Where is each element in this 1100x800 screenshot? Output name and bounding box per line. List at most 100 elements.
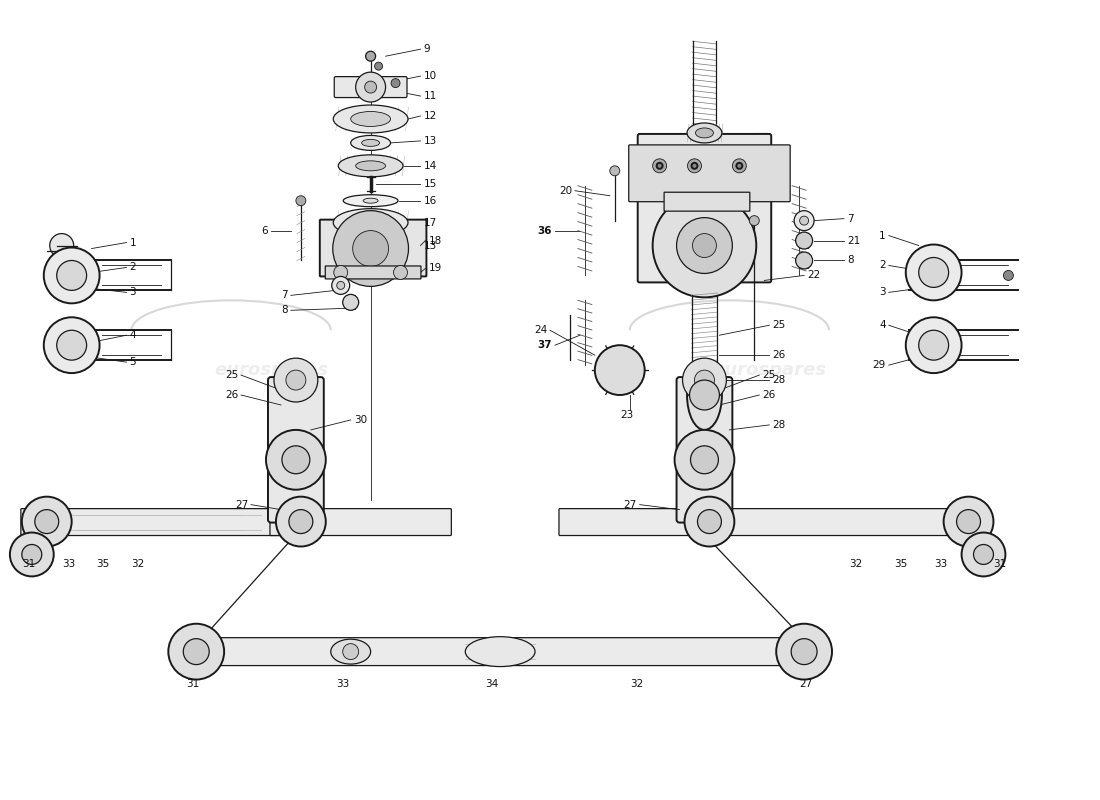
Circle shape xyxy=(652,159,667,173)
Text: 13: 13 xyxy=(424,136,437,146)
Circle shape xyxy=(168,624,224,679)
Circle shape xyxy=(392,78,400,87)
FancyBboxPatch shape xyxy=(638,134,771,282)
Circle shape xyxy=(961,533,1005,576)
Text: 15: 15 xyxy=(424,178,437,189)
Circle shape xyxy=(274,358,318,402)
Circle shape xyxy=(733,159,746,173)
Text: 24: 24 xyxy=(534,326,547,335)
Text: eurospares: eurospares xyxy=(214,361,328,379)
Circle shape xyxy=(394,266,407,279)
Text: 33: 33 xyxy=(934,559,947,570)
Ellipse shape xyxy=(688,123,722,143)
Circle shape xyxy=(364,81,376,93)
FancyBboxPatch shape xyxy=(21,509,292,535)
Circle shape xyxy=(800,216,808,225)
Text: 20: 20 xyxy=(559,186,572,196)
Circle shape xyxy=(688,159,702,173)
Ellipse shape xyxy=(351,111,390,126)
Ellipse shape xyxy=(351,135,390,150)
Circle shape xyxy=(736,163,743,169)
Circle shape xyxy=(333,210,408,286)
Circle shape xyxy=(697,510,722,534)
Circle shape xyxy=(276,497,326,546)
Ellipse shape xyxy=(351,215,390,230)
Ellipse shape xyxy=(363,198,378,203)
FancyBboxPatch shape xyxy=(268,377,323,522)
Circle shape xyxy=(57,261,87,290)
Text: 31: 31 xyxy=(186,679,199,689)
Circle shape xyxy=(333,266,348,279)
Circle shape xyxy=(22,497,72,546)
Text: 23: 23 xyxy=(620,410,634,420)
Circle shape xyxy=(690,380,719,410)
Circle shape xyxy=(353,230,388,266)
Circle shape xyxy=(332,277,350,294)
Circle shape xyxy=(657,163,662,169)
Circle shape xyxy=(684,497,735,546)
Circle shape xyxy=(44,318,100,373)
FancyBboxPatch shape xyxy=(629,145,790,202)
Ellipse shape xyxy=(355,161,386,170)
Circle shape xyxy=(10,533,54,576)
Text: 6: 6 xyxy=(262,226,268,235)
Text: 29: 29 xyxy=(872,360,886,370)
Text: 27: 27 xyxy=(799,679,813,689)
FancyBboxPatch shape xyxy=(320,220,427,277)
Circle shape xyxy=(22,545,42,565)
Circle shape xyxy=(974,545,993,565)
Circle shape xyxy=(944,497,993,546)
Text: 3: 3 xyxy=(879,287,886,298)
FancyBboxPatch shape xyxy=(326,266,421,279)
Text: 11: 11 xyxy=(424,91,437,101)
Ellipse shape xyxy=(338,155,403,177)
Circle shape xyxy=(692,163,697,169)
Circle shape xyxy=(652,194,757,298)
Circle shape xyxy=(337,282,344,290)
Text: 1: 1 xyxy=(879,230,886,241)
Circle shape xyxy=(1003,270,1013,281)
Text: 36: 36 xyxy=(538,226,552,235)
FancyBboxPatch shape xyxy=(559,509,701,535)
Circle shape xyxy=(918,258,948,287)
Circle shape xyxy=(44,247,100,303)
Text: 19: 19 xyxy=(428,263,442,274)
Text: 33: 33 xyxy=(62,559,75,570)
Text: 2: 2 xyxy=(130,262,136,273)
FancyBboxPatch shape xyxy=(664,192,750,211)
Text: 27: 27 xyxy=(624,500,637,510)
Circle shape xyxy=(691,446,718,474)
Text: 7: 7 xyxy=(847,214,854,224)
Text: 10: 10 xyxy=(424,71,437,81)
Ellipse shape xyxy=(333,105,408,133)
Ellipse shape xyxy=(688,360,722,430)
Text: 2: 2 xyxy=(879,261,886,270)
Text: 33: 33 xyxy=(336,679,349,689)
Text: 8: 8 xyxy=(847,255,854,266)
Text: 32: 32 xyxy=(132,559,145,570)
Circle shape xyxy=(57,330,87,360)
Circle shape xyxy=(682,358,726,402)
FancyBboxPatch shape xyxy=(718,509,990,535)
Circle shape xyxy=(184,638,209,665)
Text: 21: 21 xyxy=(847,235,860,246)
Circle shape xyxy=(676,218,733,274)
Text: 3: 3 xyxy=(130,287,136,298)
Text: 25: 25 xyxy=(772,320,785,330)
Text: 8: 8 xyxy=(282,306,288,315)
Text: 28: 28 xyxy=(772,420,785,430)
Text: 37: 37 xyxy=(538,340,552,350)
Circle shape xyxy=(266,430,326,490)
Circle shape xyxy=(296,196,306,206)
Text: 26: 26 xyxy=(762,390,776,400)
Circle shape xyxy=(355,72,386,102)
Text: 31: 31 xyxy=(22,559,35,570)
Text: 4: 4 xyxy=(130,330,136,340)
Circle shape xyxy=(50,234,74,258)
Text: 13: 13 xyxy=(424,241,437,250)
FancyBboxPatch shape xyxy=(676,377,733,522)
Text: 30: 30 xyxy=(354,415,366,425)
Text: 16: 16 xyxy=(424,196,437,206)
Ellipse shape xyxy=(695,128,714,138)
Text: eurospares: eurospares xyxy=(712,361,826,379)
